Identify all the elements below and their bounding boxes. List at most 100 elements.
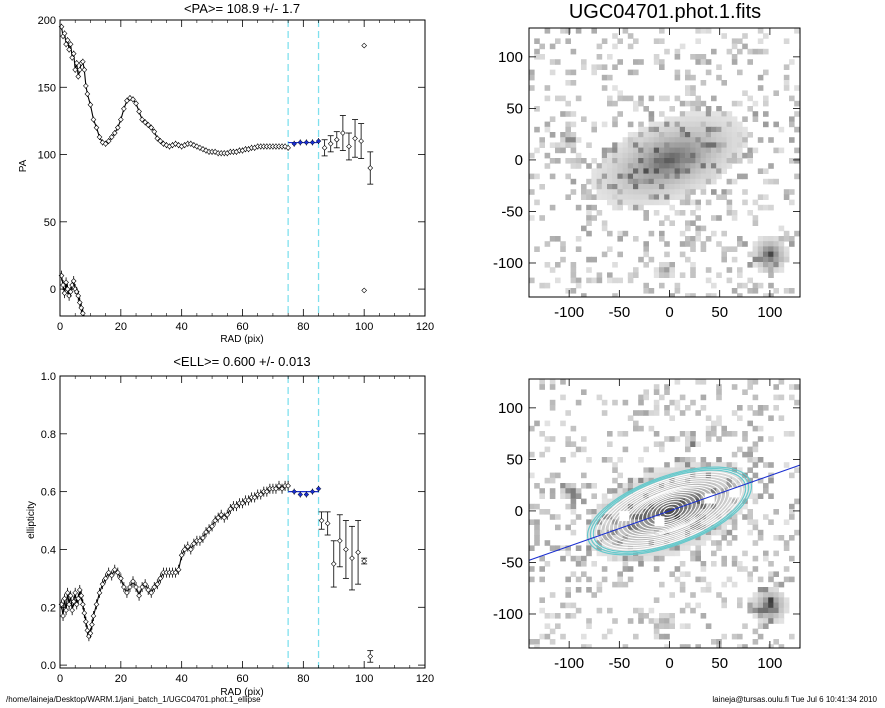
- pixel: [659, 503, 665, 510]
- data-point: [340, 130, 346, 136]
- data-point: [75, 73, 82, 80]
- pixel: [721, 514, 727, 520]
- pixel: [721, 493, 727, 499]
- pixel: [570, 111, 577, 117]
- pixel: [783, 194, 790, 200]
- pixel: [721, 602, 727, 609]
- data-point: [343, 546, 349, 553]
- pixel: [659, 121, 665, 128]
- pixel: [783, 256, 790, 263]
- pixel: [685, 142, 691, 148]
- pixel: [674, 163, 681, 169]
- pixel: [695, 168, 701, 174]
- pixel: [674, 457, 681, 463]
- pixel: [549, 43, 556, 50]
- data-point: [105, 138, 112, 144]
- pixel: [690, 524, 696, 531]
- pixel: [757, 633, 764, 640]
- pixel: [757, 602, 764, 609]
- pixel: [601, 85, 608, 91]
- pixel: [601, 158, 608, 164]
- pixel: [690, 74, 696, 81]
- pixel: [555, 277, 561, 284]
- pixel: [607, 189, 613, 195]
- pixel: [679, 194, 686, 200]
- pixel: [664, 178, 670, 185]
- pixel: [773, 592, 779, 598]
- pixel: [596, 394, 603, 401]
- pixel: [659, 550, 665, 557]
- pixel: [716, 111, 722, 117]
- pixel: [690, 550, 696, 557]
- pixel: [633, 607, 639, 614]
- pixel: [586, 644, 592, 648]
- pixel: [705, 277, 712, 284]
- pixel: [711, 163, 717, 169]
- data-point: [111, 566, 118, 573]
- pixel: [607, 152, 613, 159]
- pixel: [627, 493, 634, 499]
- pixel: [763, 246, 769, 252]
- pixel: [685, 477, 691, 484]
- pixel: [695, 230, 701, 237]
- pixel: [664, 163, 670, 169]
- pixel: [685, 493, 691, 499]
- pixel: [633, 509, 639, 515]
- pixel: [659, 267, 665, 273]
- pixel: [695, 576, 701, 583]
- pixel: [695, 644, 701, 648]
- pixel: [763, 607, 769, 614]
- x-tick-label: 50: [711, 655, 728, 672]
- pixel: [659, 509, 665, 515]
- pixel: [669, 168, 675, 174]
- pixel: [695, 106, 701, 112]
- pixel: [679, 493, 686, 499]
- pixel: [721, 163, 727, 169]
- pixel: [549, 116, 556, 122]
- pixel: [742, 126, 748, 133]
- pixel: [679, 410, 686, 416]
- pixel: [690, 431, 696, 437]
- pixel: [549, 399, 556, 406]
- pixel: [679, 152, 686, 159]
- pixel: [700, 100, 707, 107]
- isophote: [612, 480, 727, 542]
- pixel: [716, 158, 722, 164]
- pixel: [690, 184, 696, 190]
- pixel: [685, 220, 691, 226]
- pixel: [653, 199, 660, 206]
- pixel: [544, 420, 551, 427]
- pixel: [679, 189, 686, 195]
- pixel: [747, 529, 753, 536]
- pixel: [544, 446, 551, 453]
- pixel: [659, 272, 665, 278]
- pixel: [690, 137, 696, 143]
- data-point: [70, 278, 77, 284]
- pixel: [659, 540, 665, 546]
- pixel: [685, 571, 691, 577]
- fit-point: [315, 138, 322, 144]
- pixel: [534, 38, 540, 44]
- pixel: [638, 126, 644, 133]
- pixel: [737, 282, 743, 289]
- pixel: [768, 272, 774, 278]
- pixel: [617, 90, 623, 96]
- pixel: [549, 384, 556, 390]
- pixel: [653, 597, 660, 603]
- y-tick-label: 0.2: [41, 602, 56, 614]
- pixel: [721, 477, 727, 484]
- data-point: [66, 46, 72, 53]
- pixel: [789, 116, 795, 122]
- data-point: [76, 66, 83, 73]
- pixel: [726, 576, 733, 583]
- data-point: [148, 124, 155, 131]
- pixel: [747, 451, 753, 458]
- pixel: [679, 241, 686, 247]
- pixel: [591, 592, 597, 598]
- pixel: [664, 436, 670, 442]
- pixel: [659, 28, 665, 34]
- pixel: [575, 28, 582, 34]
- pixel: [664, 618, 670, 624]
- pixel: [601, 194, 608, 200]
